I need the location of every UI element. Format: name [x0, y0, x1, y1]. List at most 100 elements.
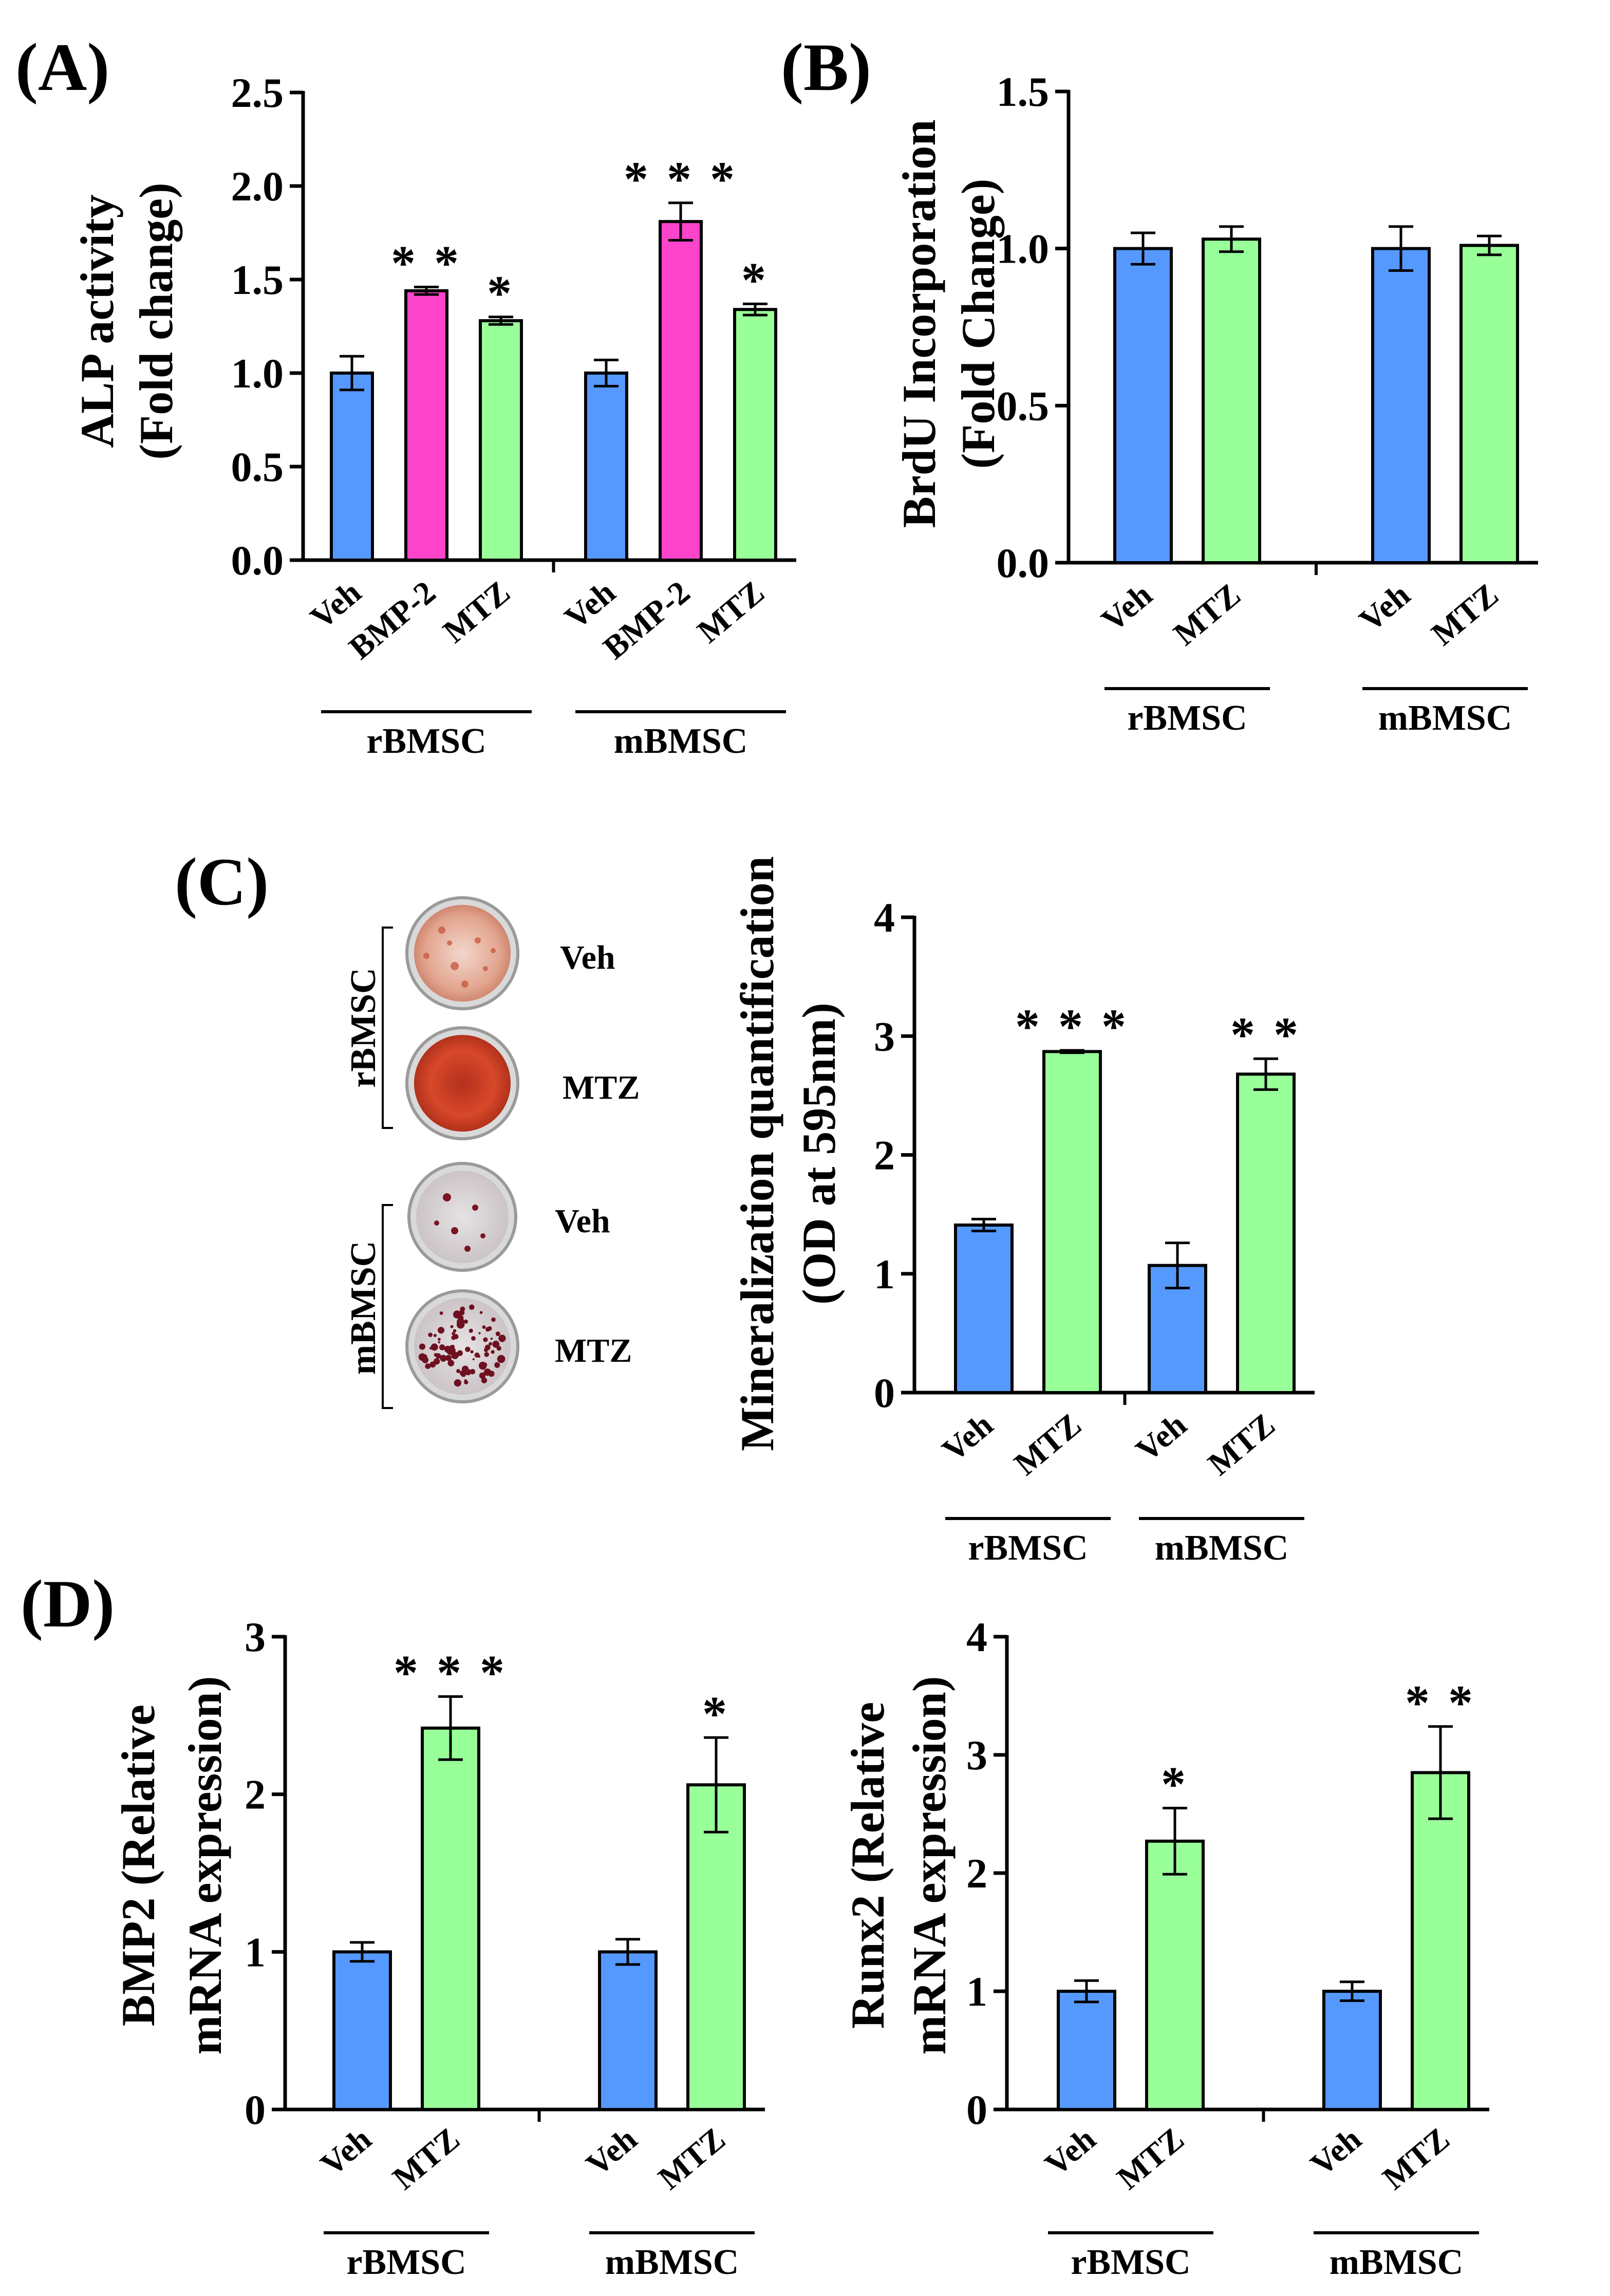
- bar: [479, 319, 523, 562]
- y-axis-label-line1: BMP2 (Relative: [112, 1705, 164, 2026]
- y-tick-label: 0.5: [231, 443, 284, 490]
- category-label: MTZ: [690, 573, 771, 650]
- category-label: Veh: [313, 2120, 378, 2182]
- nodule: [498, 1335, 506, 1342]
- nodule: [469, 1328, 473, 1333]
- chart-alp-activity: 0.0 0.5 1.0 1.5 2.0 2.5 ALP activity (Fold chan…: [71, 69, 796, 761]
- panel-label-d: (D): [21, 1566, 115, 1641]
- nodule: [489, 1342, 492, 1346]
- group-label: rBMSC: [1127, 698, 1247, 738]
- y-tick-label: 2: [245, 1771, 266, 1818]
- group-label: rBMSC: [1071, 2243, 1190, 2282]
- y-tick-label: 2: [874, 1132, 895, 1179]
- category-label: Veh: [1038, 2120, 1102, 2182]
- nodule: [469, 1304, 475, 1310]
- nodule: [460, 1306, 465, 1312]
- group-label: mBMSC: [1378, 698, 1512, 738]
- group-label: mBMSC: [1155, 1528, 1289, 1568]
- chart-mineralization: 0 1 2 3 4 Mineralization quantification (OD at…: [731, 856, 1315, 1568]
- bar: [1057, 1990, 1116, 2111]
- nodule: [437, 1338, 441, 1341]
- rbmsc-bracket: [382, 927, 393, 1129]
- nodule: [435, 1353, 441, 1359]
- bar: [584, 372, 628, 562]
- nodule: [495, 1331, 500, 1337]
- nodule: [433, 1358, 440, 1365]
- bar: [733, 308, 777, 562]
- mbmsc-dish-group-label: mBMSC: [344, 1241, 383, 1375]
- category-label: MTZ: [651, 2120, 732, 2196]
- nodule: [451, 1335, 456, 1340]
- group-label: rBMSC: [346, 2243, 466, 2282]
- nodule: [447, 1346, 456, 1355]
- nodule: [470, 1350, 474, 1354]
- nodule: [463, 1319, 469, 1324]
- nodule: [445, 1355, 452, 1361]
- rbmsc-dish-group-label: rBMSC: [344, 968, 383, 1087]
- significance-label: *: [702, 1686, 730, 1741]
- category-label: MTZ: [1425, 576, 1505, 652]
- category-label: Veh: [935, 1406, 1000, 1468]
- y-tick-label: 4: [874, 894, 895, 941]
- significance-label: * * *: [624, 152, 738, 207]
- significance-label: * * *: [394, 1645, 508, 1700]
- y-tick-label: 1.5: [231, 256, 284, 303]
- nodule: [482, 1362, 488, 1367]
- category-label: Veh: [1303, 2120, 1368, 2182]
- category-label: MTZ: [1201, 1406, 1282, 1482]
- bar: [1459, 244, 1519, 564]
- bar: [404, 289, 448, 562]
- nodule: [453, 1329, 457, 1333]
- nodule: [465, 1371, 468, 1374]
- dish-rbmsc-veh-nodules: [423, 927, 496, 988]
- y-axis-label-line2: (Fold change): [130, 182, 182, 459]
- nodule: [430, 1343, 438, 1351]
- nodule: [497, 1355, 506, 1363]
- category-label: Veh: [1094, 576, 1159, 638]
- group-label: rBMSC: [968, 1528, 1088, 1568]
- y-tick-label: 0: [966, 2086, 987, 2133]
- bar: [1113, 247, 1173, 564]
- panel-label-b: (B): [781, 29, 871, 105]
- bar: [1145, 1839, 1205, 2111]
- nodule: [447, 1360, 455, 1367]
- group-label: mBMSC: [614, 721, 748, 761]
- group-label: mBMSC: [605, 2243, 739, 2282]
- y-axis-label-line2: mRNA expression): [179, 1676, 231, 2055]
- nodule: [490, 1337, 493, 1340]
- y-tick-label: 3: [245, 1614, 266, 1660]
- bar: [1371, 247, 1431, 564]
- nodule: [453, 1310, 461, 1319]
- y-tick-label: 1.5: [997, 68, 1050, 115]
- bar: [954, 1223, 1014, 1394]
- y-tick-label: 2: [966, 1850, 987, 1897]
- mbmsc-bracket: [382, 1204, 393, 1409]
- y-axis-label-line1: BrdU Incorporation: [893, 120, 945, 528]
- category-label: MTZ: [1376, 2120, 1456, 2196]
- nodule: [450, 1325, 454, 1328]
- chart-runx2-expression: 0 1 2 3 4 Runx2 (Relative mRNA expression) Veh *…: [841, 1614, 1489, 2282]
- nodule: [459, 1370, 465, 1376]
- y-axis-label-line2: mRNA expression): [903, 1676, 956, 2055]
- dish-label-rbmsc-veh: Veh: [560, 939, 615, 976]
- nodule: [479, 1311, 483, 1314]
- dish-label-rbmsc-mtz: MTZ: [563, 1069, 640, 1106]
- y-axis-label-line1: Mineralization quantification: [731, 856, 783, 1451]
- panel-label-c: (C): [175, 844, 269, 919]
- group-label: rBMSC: [366, 721, 486, 761]
- nodule: [464, 1380, 469, 1384]
- y-axis-label-line1: ALP activity: [71, 194, 123, 448]
- y-tick-label: 1.0: [231, 350, 284, 397]
- bar: [1322, 1990, 1382, 2111]
- nodule: [452, 1331, 456, 1336]
- group-label: mBMSC: [1330, 2243, 1464, 2282]
- bar: [686, 1783, 746, 2111]
- y-tick-label: 0.5: [997, 382, 1050, 429]
- nodule: [478, 1332, 481, 1335]
- significance-label: * *: [391, 236, 462, 291]
- nodule: [495, 1343, 498, 1346]
- nodule: [491, 1317, 496, 1322]
- nodule: [439, 1311, 443, 1315]
- dish-mbmsc-veh: [416, 1171, 509, 1263]
- nodule: [471, 1336, 476, 1341]
